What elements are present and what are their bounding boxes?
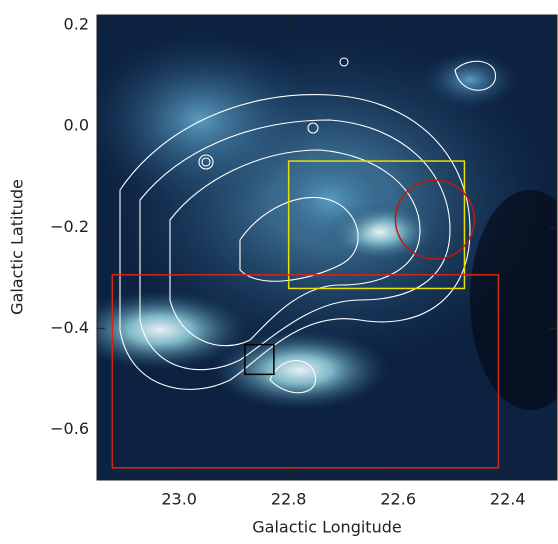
x-tick-label: 22.4 xyxy=(490,490,526,509)
x-tick-label: 23.0 xyxy=(161,490,197,509)
x-tick-label: 22.8 xyxy=(271,490,307,509)
y-tick-label: −0.6 xyxy=(50,419,89,438)
contours xyxy=(119,57,496,394)
x-tick-label: 22.6 xyxy=(380,490,416,509)
region-box xyxy=(287,160,466,290)
y-tick-label: −0.2 xyxy=(50,217,89,236)
plot-frame xyxy=(96,14,558,481)
region-circle xyxy=(394,179,476,260)
y-axis-label: Galactic Latitude xyxy=(8,179,27,315)
region-box xyxy=(244,343,275,376)
x-axis-label: Galactic Longitude xyxy=(252,518,401,537)
region-box xyxy=(111,274,500,469)
y-tick-label: −0.4 xyxy=(50,318,89,337)
y-tick-label: 0.0 xyxy=(64,116,89,135)
sky-image xyxy=(97,15,557,480)
y-tick-label: 0.2 xyxy=(64,15,89,34)
